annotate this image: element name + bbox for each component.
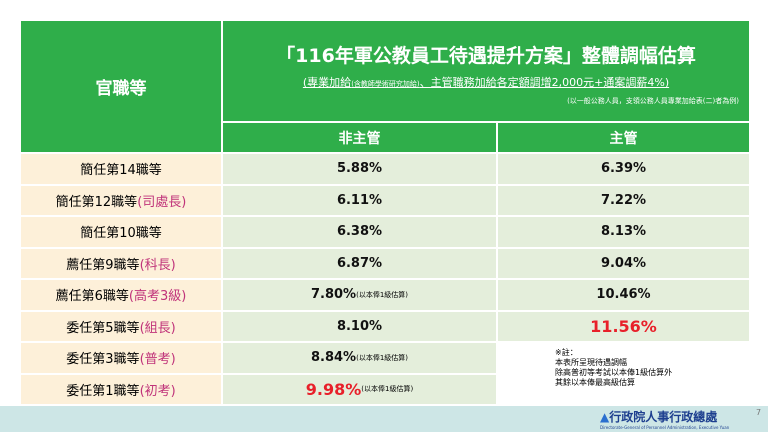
title-cell: 「116年軍公教員工待遇提升方案」整體調幅估算 (專業加給(含教師學術研究加給)… xyxy=(222,20,750,122)
org-name: ▲行政院人事行政總處 xyxy=(600,410,718,424)
footnote-line: ※註： xyxy=(555,348,578,357)
subtitle-part: (含教師學術研究加給) xyxy=(351,80,420,88)
value: 6.11% xyxy=(336,192,383,208)
value-cell: 6.39% xyxy=(497,153,750,185)
rank: 委任第5職等 xyxy=(66,320,140,336)
footnote: ※註： 本表所呈現待遇調幅 除高普初等考試以本俸1級估算外 其餘以本俸最高級估算 xyxy=(555,348,672,388)
column-header: 非主管 xyxy=(222,122,497,153)
value: 9.04% xyxy=(600,255,647,271)
rank: 簡任第14職等 xyxy=(80,163,162,179)
rank-cell: 薦任第6職等 (高考3級) xyxy=(20,279,222,311)
value: 7.22% xyxy=(600,192,647,208)
org-text: 行政院人事行政總處 xyxy=(609,410,718,424)
value: 10.46% xyxy=(596,287,651,303)
value-cell: 10.46% xyxy=(497,279,750,311)
value-cell: 6.11% xyxy=(222,184,497,216)
value-cell: 7.22% xyxy=(497,184,750,216)
value: 6.87% xyxy=(336,255,383,271)
rank: 簡任第10職等 xyxy=(80,226,162,242)
rank: 委任第3職等 xyxy=(66,352,140,368)
value-cell: 11.56% xyxy=(497,310,750,342)
value-note: (以本俸1級估算) xyxy=(356,290,409,299)
rank: 薦任第6職等 xyxy=(55,289,129,305)
position: (組長) xyxy=(139,320,176,336)
rank: 薦任第9職等 xyxy=(66,257,140,273)
org-name-en: Directorate-General of Personnel Adminis… xyxy=(600,425,730,430)
value: 5.88% xyxy=(336,161,383,177)
rank-cell: 簡任第14職等 xyxy=(20,153,222,185)
value-cell xyxy=(497,342,750,374)
title: 「116年軍公教員工待遇提升方案」整體調幅估算 xyxy=(276,45,696,67)
value: 8.10% xyxy=(336,318,383,334)
value: 11.56% xyxy=(590,316,657,336)
value-cell: 9.04% xyxy=(497,247,750,279)
value-cell: 7.80% (以本俸1級估算) xyxy=(222,279,497,311)
value: 7.80% xyxy=(310,287,357,303)
rank-cell: 簡任第12職等 (司處長) xyxy=(20,184,222,216)
rank: 簡任第12職等 xyxy=(55,194,138,210)
value-cell: 6.38% xyxy=(222,216,497,248)
value-cell: 5.88% xyxy=(222,153,497,185)
value-cell xyxy=(497,373,750,405)
note: (以一般公務人員，支領公務人員專業加給表(二)者為例) xyxy=(567,97,739,105)
rank-cell: 委任第3職等 (普考) xyxy=(20,342,222,374)
rank-header: 官職等 xyxy=(20,20,222,153)
value-cell: 9.98% (以本俸1級估算) xyxy=(222,373,497,405)
position: (司處長) xyxy=(137,194,187,210)
value: 6.38% xyxy=(336,224,383,240)
value-note: (以本俸1級估算) xyxy=(356,353,409,362)
footnote-line: 其餘以本俸最高級估算 xyxy=(555,378,635,387)
subtitle: (專業加給(含教師學術研究加給)、主管職務加給各定額調增2,000元+通案調薪4… xyxy=(223,74,749,90)
subtitle-part: 、主管職務加給各定額調增2,000元+通案調薪4%) xyxy=(419,76,670,89)
value-cell: 8.13% xyxy=(497,216,750,248)
position: (初考) xyxy=(139,383,176,399)
subtitle-part: (專業加給 xyxy=(302,76,352,89)
footer-logo: ▲行政院人事行政總處 Directorate-General of Person… xyxy=(600,408,729,430)
value: 6.39% xyxy=(600,161,647,177)
rank-cell: 簡任第10職等 xyxy=(20,216,222,248)
footnote-line: 除高普初等考試以本俸1級估算外 xyxy=(555,368,673,377)
position: (科長) xyxy=(139,257,176,273)
footer-band xyxy=(0,406,768,432)
value: 8.84% xyxy=(310,350,357,366)
value-cell: 8.10% xyxy=(222,310,497,342)
value-cell: 8.84% (以本俸1級估算) xyxy=(222,342,497,374)
page-number: 7 xyxy=(756,408,762,417)
value-cell: 6.87% xyxy=(222,247,497,279)
position: (普考) xyxy=(139,352,176,368)
footnote-line: 本表所呈現待遇調幅 xyxy=(555,358,627,367)
value: 9.98% xyxy=(305,379,362,399)
value-note: (以本俸1級估算) xyxy=(361,385,414,394)
position: (高考3級) xyxy=(128,289,187,305)
rank: 委任第1職等 xyxy=(66,383,140,399)
value: 8.13% xyxy=(600,224,647,240)
rank-cell: 薦任第9職等 (科長) xyxy=(20,247,222,279)
column-header: 主管 xyxy=(497,122,750,153)
rank-cell: 委任第5職等 (組長) xyxy=(20,310,222,342)
rank-cell: 委任第1職等 (初考) xyxy=(20,373,222,405)
